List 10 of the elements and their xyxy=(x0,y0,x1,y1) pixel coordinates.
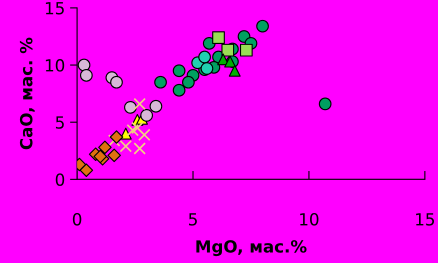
x-tick-label: 5 xyxy=(188,213,197,226)
y-tick-label: 0 xyxy=(56,173,64,186)
x-tick-label: 10 xyxy=(300,212,318,226)
y-tick-label: 10 xyxy=(46,59,64,72)
x-axis-title: MgO, мас.% xyxy=(196,240,307,256)
x-tick-label: 0 xyxy=(72,212,82,226)
y-axis-title: CaO, мас. % xyxy=(20,38,35,150)
y-tick-label: 15 xyxy=(46,2,64,14)
y-tick-label: 5 xyxy=(56,116,64,129)
x-tick-label: 15 xyxy=(416,213,434,226)
